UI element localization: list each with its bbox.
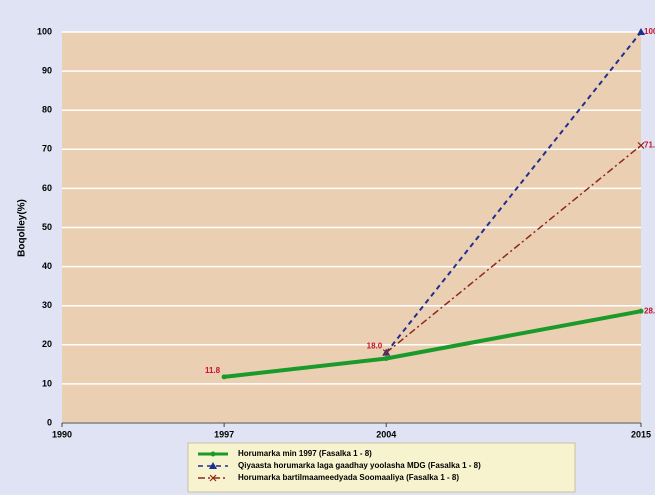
x-tick-label: 2004	[376, 429, 396, 439]
y-tick-label: 30	[42, 300, 52, 310]
data-label: 18.0	[367, 342, 383, 351]
y-tick-label: 70	[42, 144, 52, 154]
y-tick-label: 80	[42, 105, 52, 115]
point	[209, 462, 217, 469]
y-tick-label: 100	[37, 26, 52, 36]
legend-label: Horumarka min 1997 (Fasalka 1 - 8)	[238, 449, 372, 458]
y-tick-label: 10	[42, 378, 52, 388]
point	[210, 451, 216, 457]
point	[638, 308, 644, 314]
line	[385, 144, 642, 354]
x-tick-label: 1990	[52, 429, 72, 439]
legend-label: Horumarka bartilmaameedyada Soomaaliya (…	[238, 473, 459, 482]
y-tick-label: 60	[42, 183, 52, 193]
y-tick-label: 50	[42, 222, 52, 232]
data-label: 28.	[644, 306, 655, 315]
x-tick-label: 1997	[214, 429, 234, 439]
x-tick-label: 2015	[631, 429, 651, 439]
legend-label: Qiyaasta horumarka laga gaadhay yoolasha…	[238, 461, 481, 470]
point	[383, 355, 389, 361]
point	[209, 474, 217, 482]
legend	[187, 442, 576, 493]
point	[221, 374, 227, 380]
data-label: 100	[644, 27, 655, 36]
data-label: 11.8	[205, 366, 221, 375]
y-tick-label: 90	[42, 65, 52, 75]
point	[637, 28, 645, 35]
data-label: 71.	[644, 140, 655, 149]
point	[382, 349, 390, 357]
y-tick-label: 40	[42, 261, 52, 271]
y-tick-label: 0	[47, 417, 52, 427]
y-tick-label: 20	[42, 339, 52, 349]
point	[637, 141, 645, 149]
y-axis-label: Boqolley(%)	[17, 199, 28, 257]
